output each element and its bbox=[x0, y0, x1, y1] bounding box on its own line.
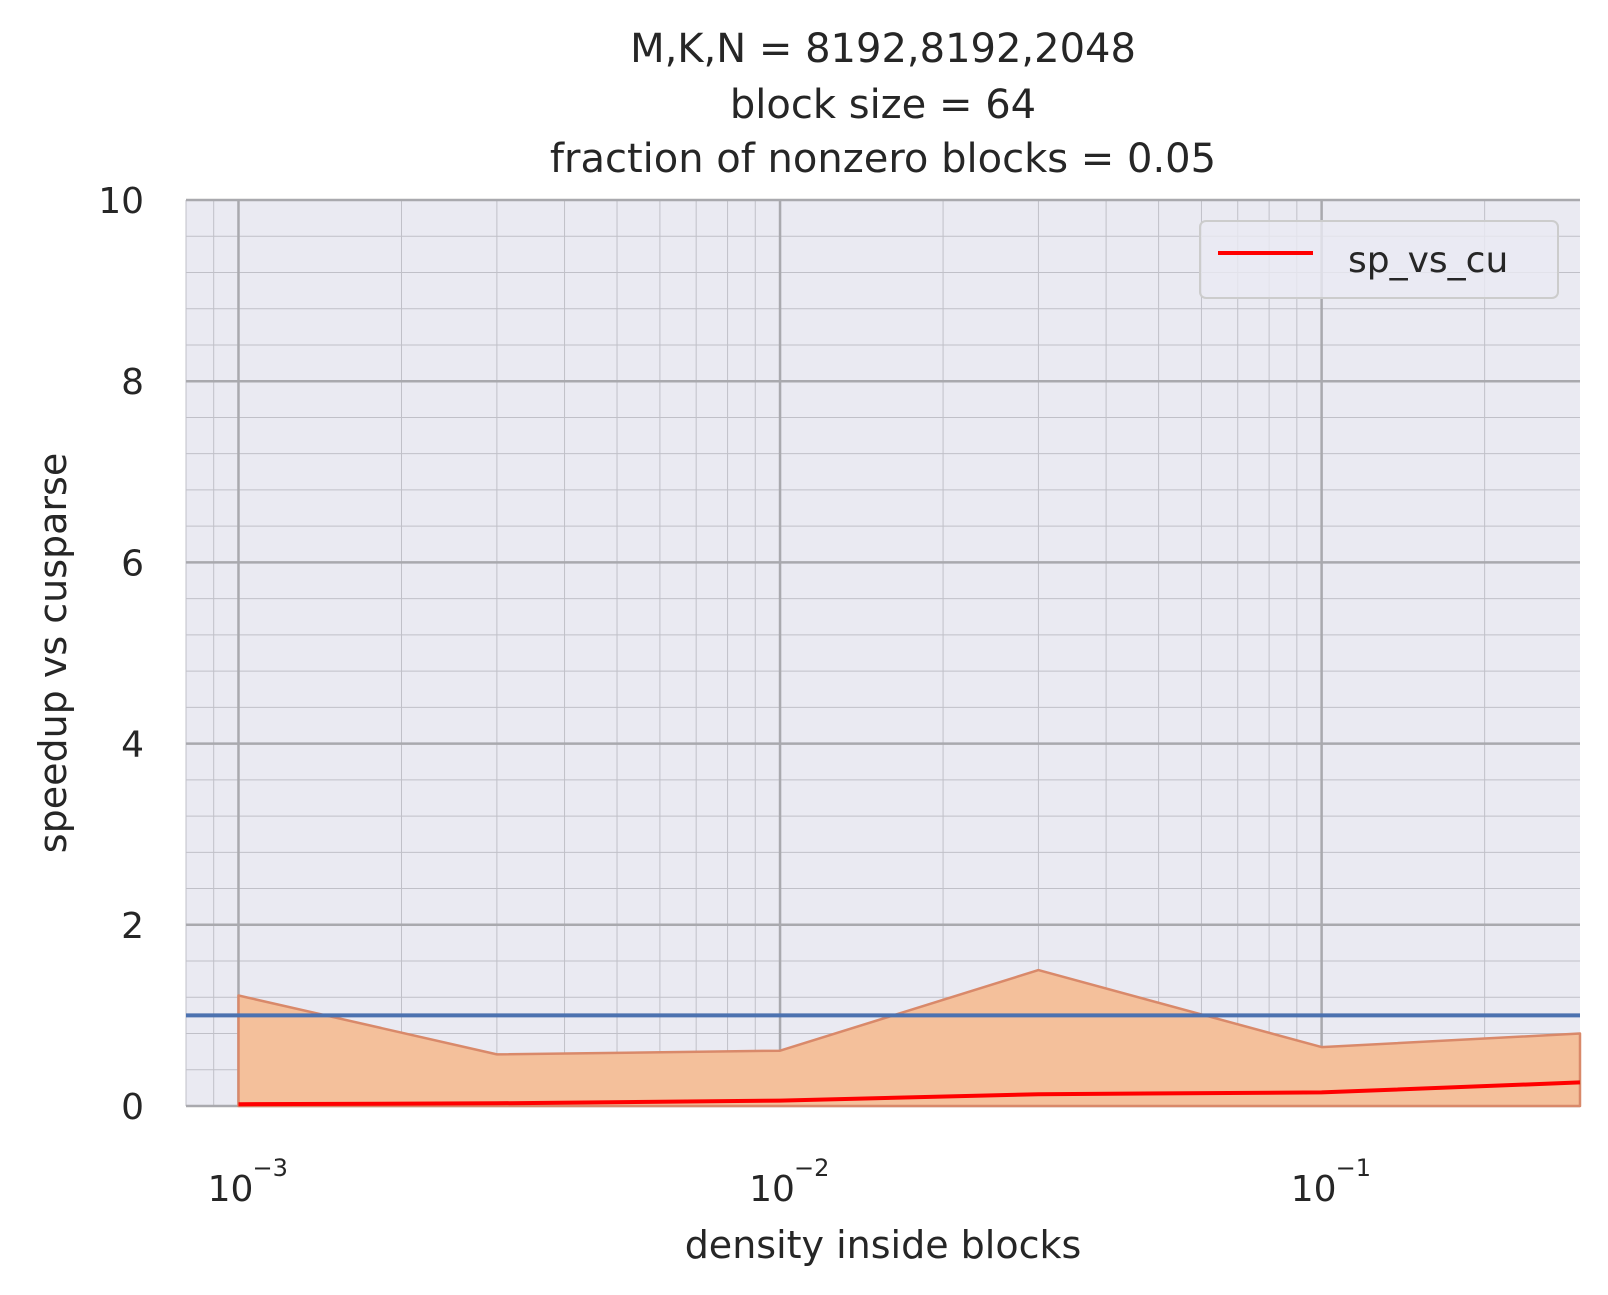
y-tick-label: 10 bbox=[98, 181, 144, 222]
x-tick-exponent: −3 bbox=[252, 1154, 287, 1182]
x-tick-base: 10 bbox=[1291, 1169, 1337, 1210]
y-tick-label: 4 bbox=[121, 725, 144, 766]
x-tick-base: 10 bbox=[208, 1169, 254, 1210]
band-area bbox=[237, 968, 1582, 1108]
x-tick-exponent: −1 bbox=[1336, 1154, 1371, 1182]
series-line-sp-vs-cu bbox=[238, 1080, 1581, 1107]
major-grid bbox=[186, 198, 1580, 1108]
chart-title-line-1: M,K,N = 8192,8192,2048 bbox=[630, 26, 1136, 72]
y-tick-label: 0 bbox=[121, 1087, 144, 1128]
y-axis-label: speedup vs cusparse bbox=[31, 453, 75, 853]
x-tick-labels: 10−310−210−1 bbox=[208, 1154, 1371, 1210]
legend-label-sp-vs-cu: sp_vs_cu bbox=[1348, 240, 1508, 281]
plot-area bbox=[186, 200, 1580, 1106]
x-tick-base: 10 bbox=[749, 1169, 795, 1210]
y-tick-label: 8 bbox=[121, 362, 144, 403]
x-tick-label: 10−2 bbox=[749, 1154, 829, 1210]
band-layer bbox=[237, 968, 1582, 1108]
x-tick-label: 10−1 bbox=[1291, 1154, 1371, 1210]
x-tick-exponent: −2 bbox=[794, 1154, 829, 1182]
x-axis-label: density inside blocks bbox=[685, 1223, 1082, 1267]
chart-title-line-3: fraction of nonzero blocks = 0.05 bbox=[550, 136, 1216, 182]
legend-box bbox=[1199, 220, 1559, 299]
y-tick-label: 2 bbox=[121, 906, 144, 947]
chart-title-line-2: block size = 64 bbox=[730, 82, 1036, 128]
chart-title: M,K,N = 8192,8192,2048 block size = 64 f… bbox=[550, 26, 1216, 182]
series-layer bbox=[238, 1080, 1581, 1107]
y-tick-label: 6 bbox=[121, 543, 144, 584]
x-tick-label: 10−3 bbox=[208, 1154, 288, 1210]
legend: sp_vs_cu bbox=[1199, 220, 1559, 299]
y-tick-labels: 0 2 4 6 8 10 bbox=[98, 181, 144, 1128]
